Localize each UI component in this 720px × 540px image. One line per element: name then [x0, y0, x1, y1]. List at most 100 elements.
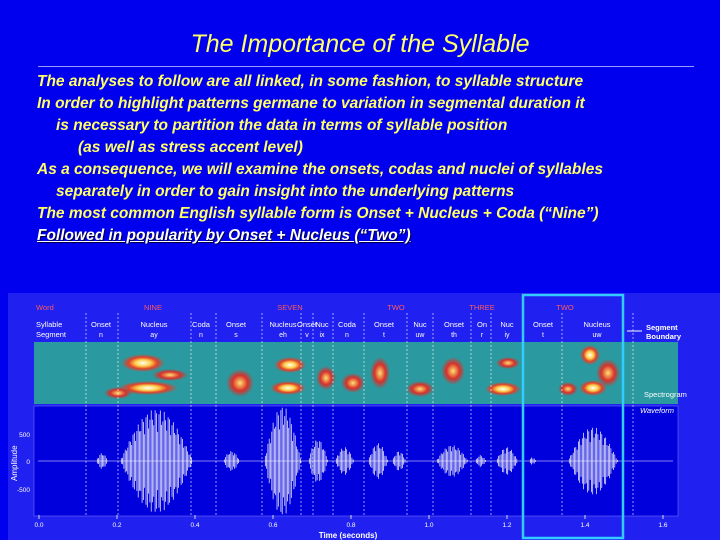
spectrogram-blob: [558, 382, 578, 396]
spectrogram-blob: [496, 357, 520, 369]
segment-boundary-callout: Boundary: [646, 332, 682, 341]
waveform-burst: [96, 453, 109, 469]
spectrogram-blob: [274, 357, 306, 373]
segment-phone: iy: [504, 332, 510, 339]
waveform-burst: [529, 457, 536, 465]
spectrogram-blob: [226, 369, 254, 397]
waveform-burst: [335, 447, 354, 475]
waveform-burst: [120, 410, 194, 512]
spectrogram-blob: [341, 373, 365, 393]
page-title: The Importance of the Syllable: [190, 30, 530, 58]
spectrogram-blob: [596, 359, 620, 387]
spectrogram-blob: [406, 381, 434, 397]
bullet-line: (as well as stress accent level): [78, 139, 303, 156]
segment-phone: v: [305, 332, 309, 339]
segment-phone: r: [481, 332, 484, 339]
spectrogram-blob: [579, 380, 607, 396]
syllable-name: Nucleus: [269, 320, 296, 329]
bullet-line: As a consequence, we will examine the on…: [37, 161, 603, 178]
spectrogram-blob: [316, 366, 336, 390]
spectrogram-blob: [370, 357, 390, 389]
spectrogram-blob: [118, 381, 178, 395]
syllable-row-label: Syllable: [36, 320, 62, 329]
spectrogram-blob: [121, 354, 165, 372]
segment-phone: n: [99, 332, 103, 339]
waveform-burst: [496, 447, 518, 475]
word-label: TWO: [556, 303, 574, 312]
syllable-name: Onset: [374, 320, 395, 329]
bullet-list: The analyses to follow are all linked, i…: [37, 71, 717, 247]
waveform-burst: [392, 451, 406, 471]
bullet-line: separately in order to gain insight into…: [56, 183, 515, 200]
time-tick-label: 1.6: [658, 522, 667, 529]
syllable-name: Nucleus: [140, 320, 167, 329]
segment-phone: ay: [150, 332, 158, 339]
spectrogram-blob: [152, 369, 188, 381]
bullet-line: The most common English syllable form is…: [37, 205, 599, 222]
syllable-name: Nucleus: [583, 320, 610, 329]
time-tick-label: 1.4: [580, 522, 589, 529]
word-label: NINE: [144, 303, 162, 312]
time-tick-label: 0.4: [190, 522, 199, 529]
syllable-name: Coda: [192, 320, 211, 329]
syllable-name: On: [477, 320, 487, 329]
waveform-trace: [38, 407, 673, 515]
time-tick-label: 1.2: [502, 522, 511, 529]
word-label: THREE: [469, 303, 494, 312]
syllable-name: Onset: [533, 320, 554, 329]
word-labels: NINE SEVEN TWO THREE TWO: [144, 303, 574, 312]
amp-tick-label: 0: [26, 459, 30, 466]
segment-phone: n: [345, 332, 349, 339]
time-axis-ticks: 0.0 0.2 0.4 0.6 0.8 1.0 1.2 1.4 1.6: [34, 515, 668, 529]
bullet-line: Followed in popularity by Onset + Nucleu…: [37, 227, 411, 244]
title-divider: [38, 66, 694, 67]
syllable-name: Onset: [226, 320, 247, 329]
syllable-name: Nuc: [315, 320, 329, 329]
segment-phone: s: [234, 332, 238, 339]
word-row-label: Word: [36, 303, 54, 312]
amplitude-axis-label: Amplitude: [10, 445, 19, 481]
bullet-line: The analyses to follow are all linked, i…: [37, 73, 584, 90]
syllable-name: Nuc: [413, 320, 427, 329]
highlight-box: [521, 293, 625, 540]
segment-phone: t: [542, 332, 544, 339]
segment-phone: ix: [319, 332, 325, 339]
syllable-name: Nuc: [500, 320, 514, 329]
spectrogram-energy: [104, 345, 620, 399]
waveform-burst: [264, 407, 301, 515]
bullet-line: is necessary to partition the data in te…: [56, 117, 508, 134]
waveform-burst: [308, 440, 328, 482]
waveform-burst: [568, 427, 618, 495]
syllable-name: Onset: [444, 320, 465, 329]
waveform-callout: Waveform: [640, 406, 674, 415]
waveform-burst: [436, 445, 468, 477]
spectrogram-blob: [270, 381, 306, 395]
segment-phone: eh: [279, 332, 287, 339]
amp-tick-label: 500: [19, 432, 30, 439]
waveform-burst: [223, 451, 241, 471]
spectrogram-blob: [485, 382, 521, 396]
segment-phone: n: [199, 332, 203, 339]
spectrogram-callout: Spectrogram: [644, 390, 687, 399]
syllable-name: Onset: [91, 320, 112, 329]
spectrogram-blob: [580, 345, 600, 365]
segment-phone: uw: [416, 332, 426, 339]
waveform-burst: [368, 443, 388, 479]
segment-boundary-callout: Segment: [646, 323, 678, 332]
bullet-line: In order to highlight patterns germane t…: [37, 95, 585, 112]
word-label: SEVEN: [277, 303, 302, 312]
time-axis-label: Time (seconds): [319, 531, 378, 540]
syllable-name: Onset: [297, 320, 318, 329]
segment-boundaries: [85, 313, 634, 516]
time-tick-label: 0.2: [112, 522, 121, 529]
segment-phone: t: [383, 332, 385, 339]
time-tick-label: 0.0: [34, 522, 43, 529]
time-tick-label: 0.6: [268, 522, 277, 529]
speech-figure: Word Syllable Segment NINE SEVEN TWO THREE T…: [8, 293, 720, 540]
segment-phone: th: [451, 332, 457, 339]
spectrogram-blob: [441, 357, 465, 385]
segment-row-label: Segment: [36, 330, 67, 339]
amp-tick-label: -500: [17, 487, 30, 494]
syllable-labels: Onset n Nucleus ay Coda n Onset s Nucleus eh Onset…: [91, 320, 611, 339]
segment-phone: uw: [593, 332, 603, 339]
